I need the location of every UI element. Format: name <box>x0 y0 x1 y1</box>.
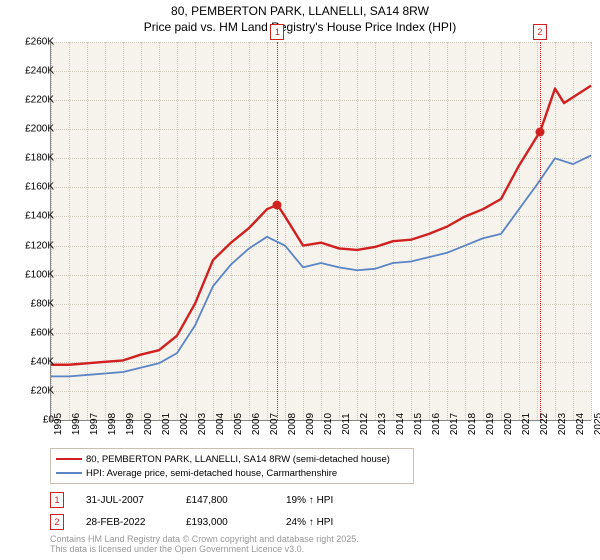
event-date: 31-JUL-2007 <box>86 495 164 506</box>
x-axis-label: 2024 <box>575 413 586 435</box>
x-axis-label: 2003 <box>197 413 208 435</box>
x-axis-label: 2020 <box>503 413 514 435</box>
title-line2: Price paid vs. HM Land Registry's House … <box>0 20 600 36</box>
x-axis-label: 2011 <box>341 413 352 435</box>
gridline-v <box>591 42 592 420</box>
legend-label: 80, PEMBERTON PARK, LLANELLI, SA14 8RW (… <box>86 454 390 465</box>
x-axis-label: 2010 <box>323 413 334 435</box>
x-axis-label: 1999 <box>125 413 136 435</box>
chart-plot-area: 12 <box>50 42 591 421</box>
footer-line1: Contains HM Land Registry data © Crown c… <box>50 534 359 544</box>
x-axis-label: 2008 <box>287 413 298 435</box>
y-axis-label: £160K <box>14 182 54 193</box>
x-axis-label: 2023 <box>557 413 568 435</box>
x-axis-label: 1995 <box>53 413 64 435</box>
x-axis-label: 1997 <box>89 413 100 435</box>
event-price: £147,800 <box>186 495 264 506</box>
y-axis-label: £140K <box>14 211 54 222</box>
x-axis-label: 2022 <box>539 413 550 435</box>
series-price_paid <box>51 86 591 365</box>
y-axis-label: £0 <box>14 415 54 426</box>
event-delta: 24% ↑ HPI <box>286 517 364 528</box>
x-axis-label: 2000 <box>143 413 154 435</box>
x-axis-label: 2001 <box>161 413 172 435</box>
chart-title: 80, PEMBERTON PARK, LLANELLI, SA14 8RW P… <box>0 0 600 35</box>
x-axis-label: 2012 <box>359 413 370 435</box>
x-axis-label: 2013 <box>377 413 388 435</box>
x-axis-label: 2004 <box>215 413 226 435</box>
sale-point-icon <box>273 200 282 209</box>
event-marker-badge: 1 <box>270 24 284 40</box>
y-axis-label: £20K <box>14 385 54 396</box>
x-axis-label: 1998 <box>107 413 118 435</box>
x-axis-label: 2016 <box>431 413 442 435</box>
y-axis-label: £120K <box>14 240 54 251</box>
x-axis-label: 2018 <box>467 413 478 435</box>
legend-swatch <box>56 458 82 460</box>
sale-point-icon <box>535 128 544 137</box>
y-axis-label: £100K <box>14 269 54 280</box>
y-axis-label: £220K <box>14 95 54 106</box>
x-axis-label: 2019 <box>485 413 496 435</box>
x-axis-label: 2007 <box>269 413 280 435</box>
y-axis-label: £60K <box>14 327 54 338</box>
event-marker-badge: 2 <box>533 24 547 40</box>
event-price: £193,000 <box>186 517 264 528</box>
legend-label: HPI: Average price, semi-detached house,… <box>86 468 337 479</box>
x-axis-label: 2017 <box>449 413 460 435</box>
series-hpi <box>51 155 591 376</box>
legend-item: 80, PEMBERTON PARK, LLANELLI, SA14 8RW (… <box>56 452 408 466</box>
x-axis-label: 2002 <box>179 413 190 435</box>
y-axis-label: £80K <box>14 298 54 309</box>
event-delta: 19% ↑ HPI <box>286 495 364 506</box>
x-axis-label: 1996 <box>71 413 82 435</box>
y-axis-label: £200K <box>14 124 54 135</box>
x-axis-label: 2014 <box>395 413 406 435</box>
event-row: 1 31-JUL-2007 £147,800 19% ↑ HPI <box>50 492 364 508</box>
event-badge: 1 <box>50 492 64 508</box>
x-axis-label: 2021 <box>521 413 532 435</box>
footer-attribution: Contains HM Land Registry data © Crown c… <box>50 534 359 555</box>
legend-swatch <box>56 472 82 474</box>
y-axis-label: £240K <box>14 66 54 77</box>
y-axis-label: £180K <box>14 153 54 164</box>
x-axis-label: 2006 <box>251 413 262 435</box>
event-date: 28-FEB-2022 <box>86 517 164 528</box>
legend-item: HPI: Average price, semi-detached house,… <box>56 466 408 480</box>
x-axis-label: 2009 <box>305 413 316 435</box>
x-axis-label: 2025 <box>593 413 600 435</box>
y-axis-label: £260K <box>14 37 54 48</box>
y-axis-label: £40K <box>14 356 54 367</box>
event-row: 2 28-FEB-2022 £193,000 24% ↑ HPI <box>50 514 364 530</box>
event-badge: 2 <box>50 514 64 530</box>
x-axis-label: 2015 <box>413 413 424 435</box>
footer-line2: This data is licensed under the Open Gov… <box>50 544 359 554</box>
legend: 80, PEMBERTON PARK, LLANELLI, SA14 8RW (… <box>50 448 414 484</box>
x-axis-label: 2005 <box>233 413 244 435</box>
title-line1: 80, PEMBERTON PARK, LLANELLI, SA14 8RW <box>0 4 600 20</box>
sale-events: 1 31-JUL-2007 £147,800 19% ↑ HPI 2 28-FEB-202… <box>50 492 364 536</box>
